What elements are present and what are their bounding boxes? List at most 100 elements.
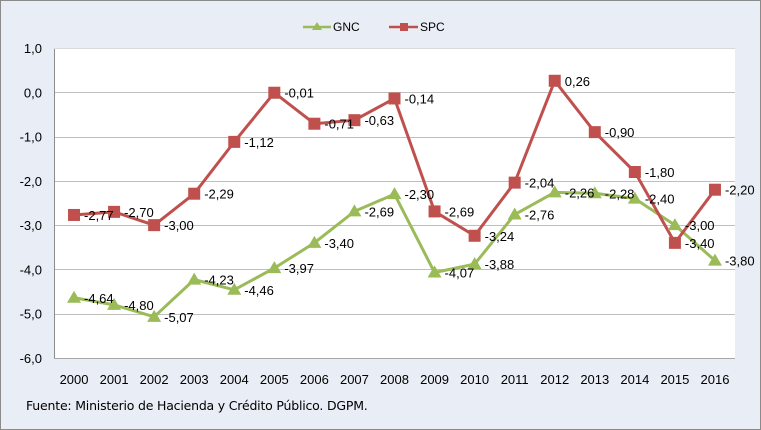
data-point-spc[interactable] [468, 229, 481, 242]
data-label-spc: -0,90 [605, 125, 635, 140]
y-tick-label: 1,0 [24, 41, 42, 56]
data-label-spc: -2,77 [84, 208, 114, 223]
data-point-gnc[interactable] [627, 191, 642, 204]
data-point-spc[interactable] [268, 86, 281, 99]
data-point-gnc[interactable] [347, 204, 362, 217]
y-axis-ticks: 1,0 0,0 -1,0 -2,0 -3,0 -4,0 -5,0 -6,0 [20, 41, 42, 366]
data-point-gnc[interactable] [147, 309, 162, 322]
x-tick-label: 2011 [501, 372, 529, 387]
source-note: Fuente: Ministerio de Hacienda y Crédito… [26, 398, 368, 413]
x-tick-label: 2002 [140, 372, 169, 387]
y-tick-label: -5,0 [20, 307, 42, 322]
data-point-gnc[interactable] [387, 187, 402, 200]
data-label-gnc: -2,76 [525, 208, 555, 223]
x-tick-label: 2001 [100, 372, 129, 387]
x-tick-label: 2012 [540, 372, 569, 387]
data-label-spc: -0,63 [364, 113, 394, 128]
data-label-spc: 0,26 [565, 74, 590, 89]
x-tick-label: 2003 [180, 372, 209, 387]
data-point-spc[interactable] [68, 208, 81, 221]
data-point-spc[interactable] [668, 236, 681, 249]
y-tick-label: -4,0 [20, 262, 42, 277]
x-tick-label: 2006 [300, 372, 329, 387]
data-point-spc[interactable] [308, 117, 321, 130]
data-label-gnc: -4,07 [445, 266, 475, 281]
data-point-gnc[interactable] [667, 218, 682, 231]
data-point-spc[interactable] [428, 205, 441, 218]
data-label-spc: -2,20 [725, 183, 755, 198]
data-point-spc[interactable] [148, 219, 161, 232]
data-label-gnc: -2,26 [565, 185, 595, 200]
data-point-spc[interactable] [508, 176, 521, 189]
data-label-gnc: -3,88 [485, 257, 515, 272]
y-tick-label: -6,0 [20, 351, 42, 366]
data-label-spc: -0,01 [284, 86, 314, 101]
legend-item-gnc[interactable]: GNC [303, 20, 360, 34]
data-label-spc: -0,14 [405, 91, 435, 106]
series-group [67, 74, 722, 322]
data-point-spc[interactable] [628, 166, 641, 178]
data-label-spc: -3,00 [164, 218, 194, 233]
legend-item-spc[interactable]: SPC [389, 20, 445, 34]
x-axis-ticks: 2000 2001 2002 2003 2004 2005 2006 2007 2008 2009… [60, 372, 730, 387]
legend-gnc-label: GNC [333, 20, 360, 34]
data-point-gnc[interactable] [227, 282, 242, 295]
gridlines [54, 48, 735, 359]
data-label-gnc: -3,00 [685, 218, 715, 233]
data-point-gnc[interactable] [707, 253, 722, 266]
data-point-spc[interactable] [108, 205, 121, 218]
x-tick-label: 2008 [380, 372, 409, 387]
data-point-gnc[interactable] [467, 257, 482, 270]
data-label-spc: -3,40 [685, 236, 715, 251]
data-label-spc: -1,12 [244, 135, 274, 150]
data-point-spc[interactable] [588, 126, 601, 139]
data-label-spc: -2,04 [525, 176, 555, 191]
data-point-gnc[interactable] [267, 261, 282, 274]
data-point-gnc[interactable] [307, 235, 322, 248]
data-label-gnc: -2,28 [605, 186, 635, 201]
data-point-spc[interactable] [228, 135, 241, 148]
data-label-spc: -2,70 [124, 205, 154, 220]
data-point-gnc[interactable] [547, 185, 562, 198]
data-label-gnc: -4,46 [244, 283, 274, 298]
data-label-gnc: -2,40 [645, 192, 675, 207]
data-label-gnc: -2,30 [405, 187, 435, 202]
y-tick-label: 0,0 [24, 85, 42, 100]
x-tick-label: 2009 [420, 372, 449, 387]
data-point-gnc[interactable] [427, 265, 442, 278]
x-tick-label: 2007 [340, 372, 369, 387]
x-tick-label: 2015 [660, 372, 689, 387]
x-tick-label: 2004 [220, 372, 249, 387]
y-tick-label: -2,0 [20, 174, 42, 189]
y-tick-label: -3,0 [20, 218, 42, 233]
data-label-gnc: -5,07 [164, 310, 194, 325]
data-point-spc[interactable] [348, 114, 361, 127]
data-point-spc[interactable] [188, 187, 201, 200]
legend: GNC SPC [303, 20, 445, 34]
data-point-gnc[interactable] [67, 290, 82, 303]
data-point-gnc[interactable] [587, 186, 602, 199]
data-label-spc: -1,80 [645, 165, 675, 180]
data-label-gnc: -4,80 [124, 298, 154, 313]
data-labels: -4,64 -4,80 -5,07 -4,23 -4,46 -3,97 -3,40 -2,69… [84, 74, 755, 325]
data-label-spc: -3,24 [485, 229, 515, 244]
data-point-spc[interactable] [388, 92, 401, 105]
x-tick-label: 2016 [701, 372, 730, 387]
data-label-gnc: -4,23 [204, 273, 234, 288]
data-point-gnc[interactable] [507, 207, 522, 220]
data-label-gnc: -2,69 [364, 204, 394, 219]
data-label-spc: -2,29 [204, 187, 234, 202]
y-tick-label: -1,0 [20, 130, 42, 145]
x-tick-label: 2005 [260, 372, 289, 387]
x-tick-label: 2010 [460, 372, 489, 387]
data-label-gnc: -3,40 [324, 236, 354, 251]
data-label-gnc: -3,80 [725, 254, 755, 269]
data-point-gnc[interactable] [187, 272, 202, 285]
data-point-gnc[interactable] [107, 297, 122, 310]
data-label-spc: -0,71 [324, 117, 354, 132]
data-point-spc[interactable] [708, 183, 721, 196]
data-point-spc[interactable] [548, 74, 561, 87]
data-label-gnc: -3,97 [284, 261, 314, 276]
data-label-gnc: -4,64 [84, 291, 114, 306]
